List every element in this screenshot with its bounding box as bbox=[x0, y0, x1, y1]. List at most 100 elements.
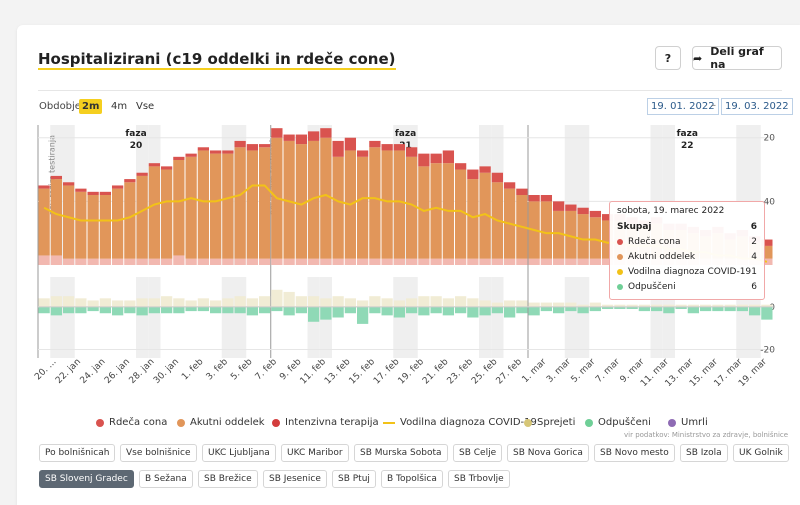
x-tick-label: 27. feb bbox=[495, 357, 525, 387]
share-button[interactable]: ➦ Deli graf na bbox=[692, 45, 782, 71]
bar-rdeca-cona bbox=[491, 172, 504, 183]
hospital-filter-button[interactable]: SB Ptuj bbox=[332, 470, 376, 488]
bar-sprejeti bbox=[442, 298, 455, 307]
hospital-filter-button[interactable]: UK Golnik bbox=[733, 444, 789, 462]
bar-rdeca-cona bbox=[381, 144, 393, 151]
legend-label: Vodilna diagnoza COVID-19 bbox=[400, 417, 537, 428]
bar-akutni-oddelek bbox=[405, 156, 418, 259]
bar-rdeca-cona bbox=[761, 239, 773, 246]
hospital-filter-button[interactable]: SB Slovenj Gradec bbox=[39, 470, 134, 488]
hospital-filter-button[interactable]: SB Jesenice bbox=[263, 470, 327, 488]
hospital-filter-button[interactable]: Vse bolnišnice bbox=[120, 444, 197, 462]
date-to-input[interactable]: 19. 03. 2022 bbox=[721, 98, 793, 115]
bar-sprejeti bbox=[589, 302, 602, 307]
legend-marker bbox=[383, 421, 395, 424]
bar-base bbox=[307, 258, 320, 265]
legend-label: Umrli bbox=[681, 417, 708, 428]
hospital-filter-button[interactable]: UKC Ljubljana bbox=[202, 444, 276, 462]
x-tick-label: 7. mar bbox=[594, 357, 622, 385]
bar-odpusceni bbox=[552, 306, 565, 314]
bar-akutni-oddelek bbox=[552, 210, 565, 259]
legend-item[interactable]: Intenzivna terapija bbox=[272, 417, 379, 428]
bar-sprejeti bbox=[565, 302, 577, 307]
bar-rdeca-cona bbox=[430, 153, 442, 164]
bar-base bbox=[418, 258, 430, 265]
legend-item[interactable]: Odpuščeni bbox=[585, 417, 651, 428]
bar-base bbox=[503, 258, 516, 265]
tooltip-row: Vodilna diagnoza COVID-19 1 bbox=[617, 264, 757, 279]
help-button[interactable]: ? bbox=[655, 46, 681, 70]
bar-odpusceni bbox=[356, 306, 369, 324]
bar-odpusceni bbox=[528, 306, 540, 316]
tooltip-row: Akutni oddelek 4 bbox=[617, 249, 757, 264]
tooltip-row: Odpuščeni 6 bbox=[617, 279, 757, 294]
bar-sprejeti bbox=[369, 296, 381, 307]
legend-item[interactable]: Umrli bbox=[668, 417, 708, 428]
bar-rdeca-cona bbox=[136, 172, 148, 176]
tooltip-row-label: Odpuščeni bbox=[628, 281, 676, 292]
weekend-band bbox=[50, 277, 63, 358]
bar-akutni-oddelek bbox=[601, 220, 614, 259]
bar-odpusceni bbox=[687, 306, 700, 314]
phase-label: faza bbox=[125, 129, 146, 139]
bar-odpusceni bbox=[307, 306, 320, 322]
bar-sprejeti bbox=[540, 302, 553, 307]
bar-sprejeti bbox=[381, 298, 393, 307]
legend-item[interactable]: Rdeča cona bbox=[96, 417, 167, 428]
date-from-input[interactable]: 19. 01. 2022 bbox=[647, 98, 719, 115]
bar-sprejeti bbox=[258, 296, 271, 307]
bar-base bbox=[87, 258, 99, 265]
bar-sprejeti bbox=[111, 300, 124, 307]
bar-odpusceni bbox=[295, 306, 308, 314]
bar-sprejeti bbox=[479, 300, 491, 307]
bar-akutni-oddelek bbox=[124, 182, 136, 259]
bar-akutni-oddelek bbox=[75, 191, 87, 259]
bar-akutni-oddelek bbox=[209, 153, 222, 259]
bar-base bbox=[222, 258, 234, 265]
legend-item[interactable]: Vodilna diagnoza COVID-19 bbox=[383, 417, 537, 428]
x-tick-label: 1. feb bbox=[180, 357, 206, 383]
hospital-filter-button[interactable]: B Sežana bbox=[139, 470, 193, 488]
bar-rdeca-cona bbox=[222, 150, 234, 154]
bar-akutni-oddelek bbox=[467, 179, 479, 259]
hospital-filter-button[interactable]: Po bolnišnicah bbox=[39, 444, 116, 462]
period-option-4m[interactable]: 4m bbox=[111, 101, 128, 112]
hospital-filter-button[interactable]: SB Trbovlje bbox=[448, 470, 510, 488]
legend-marker bbox=[524, 418, 532, 427]
bar-sprejeti bbox=[62, 296, 75, 307]
bar-base bbox=[467, 258, 479, 265]
bar-base bbox=[148, 258, 161, 265]
hospital-filter-button[interactable]: SB Nova Gorica bbox=[507, 444, 589, 462]
bar-base bbox=[50, 255, 63, 265]
hospital-filter-button[interactable]: SB Brežice bbox=[198, 470, 258, 488]
bar-rdeca-cona bbox=[467, 169, 479, 180]
y-tick-label: 20 bbox=[764, 134, 776, 144]
bar-rdeca-cona bbox=[369, 140, 381, 148]
period-option-all[interactable]: Vse bbox=[136, 101, 155, 112]
bar-sprejeti bbox=[503, 300, 516, 307]
weekend-band bbox=[564, 277, 577, 358]
bar-odpusceni bbox=[62, 306, 75, 314]
legend-item[interactable]: Sprejeti bbox=[524, 417, 575, 428]
bar-base bbox=[442, 258, 455, 265]
bar-rdeca-cona bbox=[601, 214, 614, 221]
bar-base bbox=[295, 258, 308, 265]
bar-odpusceni bbox=[148, 306, 161, 314]
hospital-filter-button[interactable]: B Topolšica bbox=[381, 470, 443, 488]
hospital-filter-button[interactable]: SB Izola bbox=[680, 444, 728, 462]
bar-rdeca-cona bbox=[295, 134, 308, 145]
hospital-filter-button[interactable]: SB Murska Sobota bbox=[354, 444, 448, 462]
bar-base bbox=[209, 258, 222, 265]
hospital-filter-button[interactable]: SB Celje bbox=[453, 444, 503, 462]
bar-odpusceni bbox=[442, 306, 455, 316]
legend-item[interactable]: Akutni oddelek bbox=[177, 417, 265, 428]
tooltip-dot bbox=[617, 238, 623, 245]
hospital-filter-button[interactable]: SB Novo mesto bbox=[594, 444, 675, 462]
hospital-filter-button[interactable]: UKC Maribor bbox=[281, 444, 349, 462]
bar-akutni-oddelek bbox=[258, 147, 271, 259]
bar-akutni-oddelek bbox=[234, 147, 246, 259]
bar-sprejeti bbox=[136, 298, 148, 307]
bar-rdeca-cona bbox=[50, 175, 63, 180]
period-option-2m[interactable]: 2m bbox=[79, 99, 103, 114]
